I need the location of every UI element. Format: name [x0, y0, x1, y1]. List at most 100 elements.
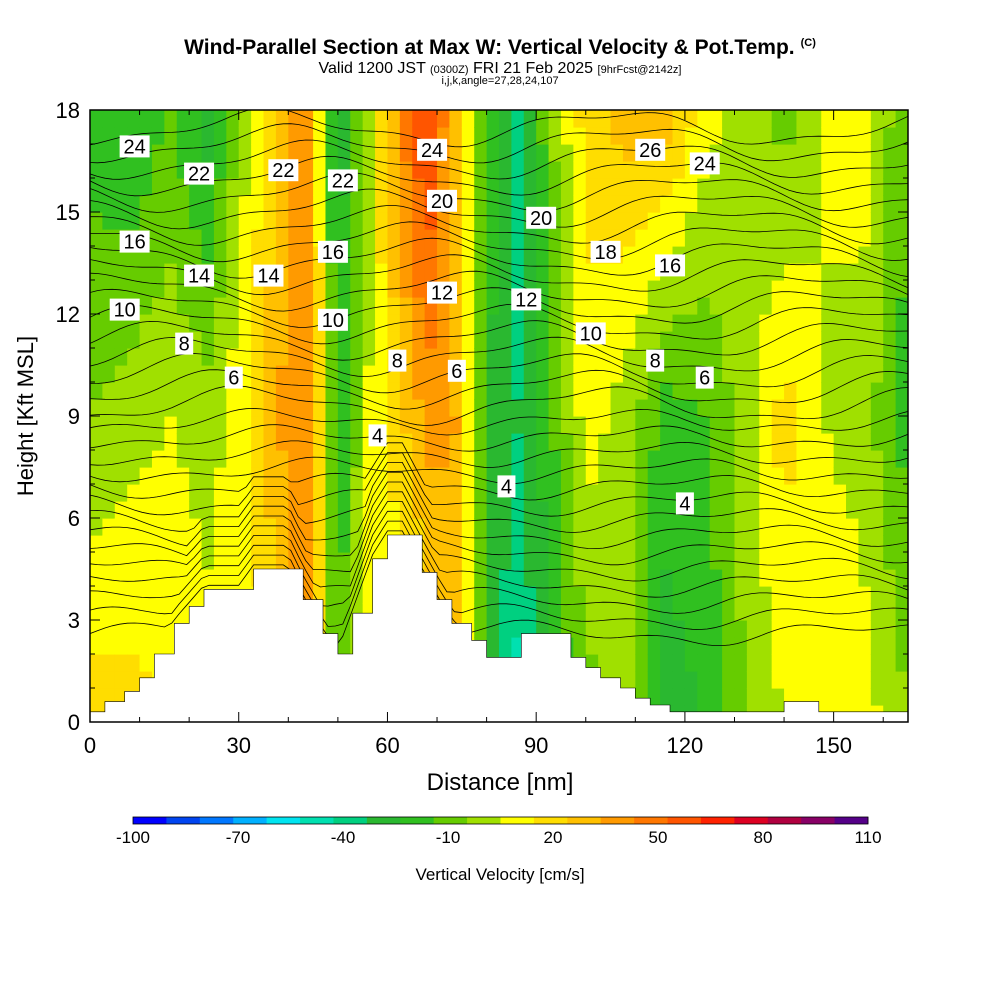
w-cell: [895, 246, 908, 264]
w-cell: [127, 382, 141, 400]
w-cell: [833, 654, 847, 672]
w-cell: [784, 518, 798, 536]
w-cell: [102, 484, 116, 502]
w-cell: [808, 348, 822, 366]
w-cell: [697, 416, 711, 434]
w-cell: [635, 297, 649, 315]
w-cell: [151, 144, 165, 162]
w-cell: [424, 552, 438, 570]
w-cell: [858, 518, 872, 536]
w-cell: [858, 433, 872, 451]
w-cell: [90, 620, 103, 638]
w-cell: [746, 348, 760, 366]
w-cell: [746, 569, 760, 587]
w-cell: [226, 552, 240, 570]
w-cell: [548, 229, 562, 247]
w-cell: [734, 467, 748, 485]
w-cell: [821, 331, 835, 349]
w-cell: [870, 297, 884, 315]
w-cell: [226, 450, 240, 468]
w-cell: [808, 535, 822, 553]
w-cell: [548, 331, 562, 349]
w-cell: [895, 637, 908, 655]
w-cell: [213, 144, 227, 162]
w-cell: [251, 331, 265, 349]
w-cell: [846, 110, 860, 128]
colorbar-swatch: [199, 817, 234, 824]
w-cell: [238, 450, 252, 468]
w-cell: [573, 382, 587, 400]
w-cell: [610, 178, 624, 196]
w-cell: [523, 382, 537, 400]
w-cell: [573, 195, 587, 213]
w-cell: [461, 603, 475, 621]
contour-label-box: [317, 308, 348, 331]
w-cell: [784, 348, 798, 366]
w-cell: [288, 178, 302, 196]
w-cell: [895, 416, 908, 434]
w-cell: [796, 246, 810, 264]
w-cell: [523, 603, 537, 621]
w-cell: [387, 433, 401, 451]
w-cell: [102, 535, 116, 553]
w-cell: [511, 399, 525, 417]
w-cell: [449, 382, 463, 400]
w-cell: [709, 671, 723, 689]
w-cell: [821, 212, 835, 230]
w-cell: [251, 467, 265, 485]
w-cell: [474, 569, 488, 587]
w-cell: [846, 484, 860, 502]
contour-label: 8: [388, 349, 407, 373]
w-cell: [697, 246, 711, 264]
w-cell: [784, 161, 798, 179]
w-cell: [722, 501, 736, 519]
w-cell: [127, 586, 141, 604]
w-cell: [746, 365, 760, 383]
w-cell: [746, 399, 760, 417]
contour-label-text: 16: [659, 255, 681, 277]
w-cell: [846, 552, 860, 570]
w-cell: [437, 331, 451, 349]
w-cell: [635, 331, 649, 349]
w-cell: [784, 144, 798, 162]
w-cell: [176, 501, 190, 519]
w-cell: [870, 569, 884, 587]
terrain-profile: [89, 534, 909, 723]
w-cell: [151, 110, 165, 128]
w-cell: [560, 603, 574, 621]
w-cell: [746, 246, 760, 264]
w-cell: [647, 314, 661, 332]
w-cell: [275, 450, 289, 468]
w-cell: [684, 212, 698, 230]
w-cell: [722, 365, 736, 383]
w-cell: [895, 467, 908, 485]
w-cell: [536, 348, 550, 366]
w-cell: [226, 416, 240, 434]
w-cell: [362, 297, 376, 315]
w-cell: [536, 586, 550, 604]
w-cell: [759, 399, 773, 417]
w-cell: [337, 348, 351, 366]
w-cell: [251, 382, 265, 400]
w-cell: [474, 348, 488, 366]
w-cell: [449, 569, 463, 587]
w-cell: [560, 450, 574, 468]
w-cell: [499, 518, 512, 536]
w-cell: [375, 229, 389, 247]
w-cell: [90, 229, 103, 247]
w-cell: [635, 399, 649, 417]
colorbar-swatch: [567, 817, 602, 824]
w-cell: [523, 263, 537, 281]
w-cell: [251, 297, 265, 315]
w-cell: [288, 127, 302, 145]
w-cell: [771, 144, 785, 162]
w-cell: [870, 433, 884, 451]
w-cell: [585, 484, 599, 502]
contour-label-box: [224, 366, 243, 389]
w-cell: [399, 127, 413, 145]
contour-label: 22: [327, 169, 358, 192]
w-cell: [176, 399, 190, 417]
w-cell: [337, 433, 351, 451]
w-cell: [660, 586, 674, 604]
w-cell: [449, 263, 463, 281]
